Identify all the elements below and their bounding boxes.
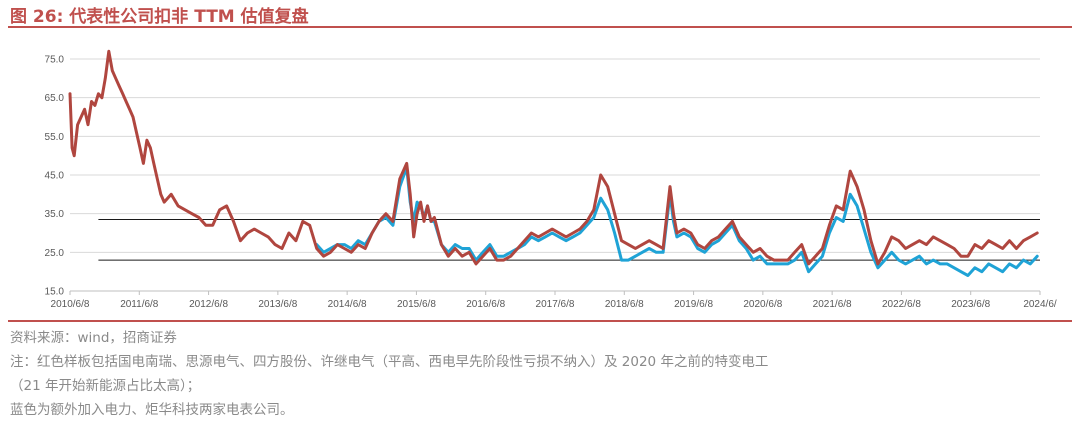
y-tick-label: 65.0 <box>45 93 65 104</box>
x-tick-label: 2014/6/8 <box>328 299 367 310</box>
y-tick-label: 25.0 <box>45 248 65 259</box>
x-tick-label: 2017/6/8 <box>536 299 575 310</box>
x-tick-label: 2022/6/8 <box>882 299 921 310</box>
title-divider <box>8 26 1072 28</box>
x-tick-label: 2024/6/ <box>1023 299 1057 310</box>
series-lines <box>68 49 1039 277</box>
y-axis: 75.0 65.0 55.0 45.0 35.0 25.0 15.0 <box>45 55 65 298</box>
x-tick-label: 2013/6/8 <box>258 299 297 310</box>
footnote-line-3: 蓝色为额外加入电力、炬华科技两家电表公司。 <box>10 402 294 418</box>
x-axis: 2010/6/8 2011/6/8 2012/6/8 2013/6/8 2014/6/8… <box>51 290 1057 310</box>
y-tick-label: 55.0 <box>45 132 65 143</box>
x-tick-label: 2018/6/8 <box>605 299 644 310</box>
x-tick-label: 2020/6/8 <box>743 299 782 310</box>
y-tick-label: 75.0 <box>45 55 65 66</box>
series-line-red <box>68 49 1039 266</box>
y-tick-label: 35.0 <box>45 209 65 220</box>
x-tick-label: 2011/6/8 <box>120 299 159 310</box>
footnote-line-2: （21 年开始新能源占比太高）； <box>10 378 201 394</box>
x-tick-label: 2023/6/8 <box>951 299 990 310</box>
footnote-line-1: 注：红色样板包括国电南瑞、思源电气、四方股份、许继电气（平高、西电早先阶段性亏损… <box>10 354 769 370</box>
x-tick-label: 2010/6/8 <box>51 299 90 310</box>
x-tick-label: 2016/6/8 <box>466 299 505 310</box>
x-tick-label: 2019/6/8 <box>674 299 713 310</box>
pe-ttm-line-chart: 75.065.055.045.035.025.015.0 2010/6/8 201… <box>45 49 1057 310</box>
x-tick-label: 2021/6/8 <box>813 299 852 310</box>
y-tick-label: 15.0 <box>45 287 65 298</box>
source-note: 资料来源：wind，招商证券 <box>10 330 177 346</box>
x-tick-label: 2015/6/8 <box>397 299 436 310</box>
y-tick-label: 45.0 <box>45 171 65 182</box>
page-title: 图 26: 代表性公司扣非 TTM 估值复盘 <box>10 7 309 27</box>
x-tick-label: 2012/6/8 <box>189 299 228 310</box>
bottom-divider <box>8 320 1072 322</box>
